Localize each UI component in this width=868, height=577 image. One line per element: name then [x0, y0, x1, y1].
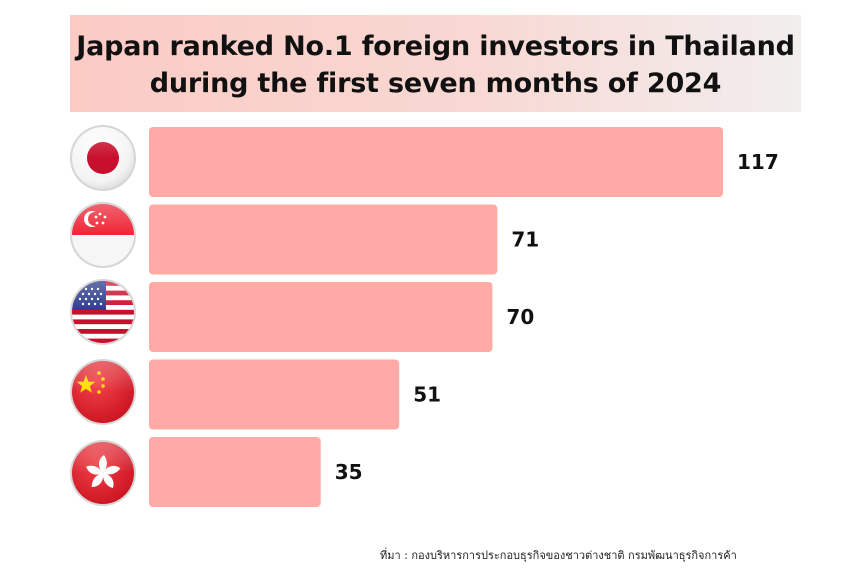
singapore-flag-icon: [70, 202, 136, 268]
title-banner: Japan ranked No.1 foreign investors in T…: [70, 15, 801, 112]
bar-singapore: [149, 204, 498, 275]
bar-united-states: [149, 282, 493, 352]
hong-kong-flag-icon: [70, 440, 136, 506]
japan-flag-icon: [70, 125, 136, 191]
china-flag-icon: [70, 359, 136, 425]
value-label: 51: [413, 383, 441, 407]
value-label: 70: [506, 305, 534, 329]
chart-title: Japan ranked No.1 foreign investors in T…: [76, 30, 795, 99]
bar-japan: [149, 127, 723, 197]
usa-flag-icon: [70, 279, 136, 345]
value-label: 71: [511, 228, 539, 252]
value-label: 117: [737, 150, 779, 174]
bar-china: [149, 359, 400, 430]
source-note: ที่มา : กองบริหารการประกอบธุรกิจของชาวต่…: [380, 549, 737, 562]
value-label: 35: [335, 460, 363, 484]
bar-hong-kong: [149, 437, 321, 507]
